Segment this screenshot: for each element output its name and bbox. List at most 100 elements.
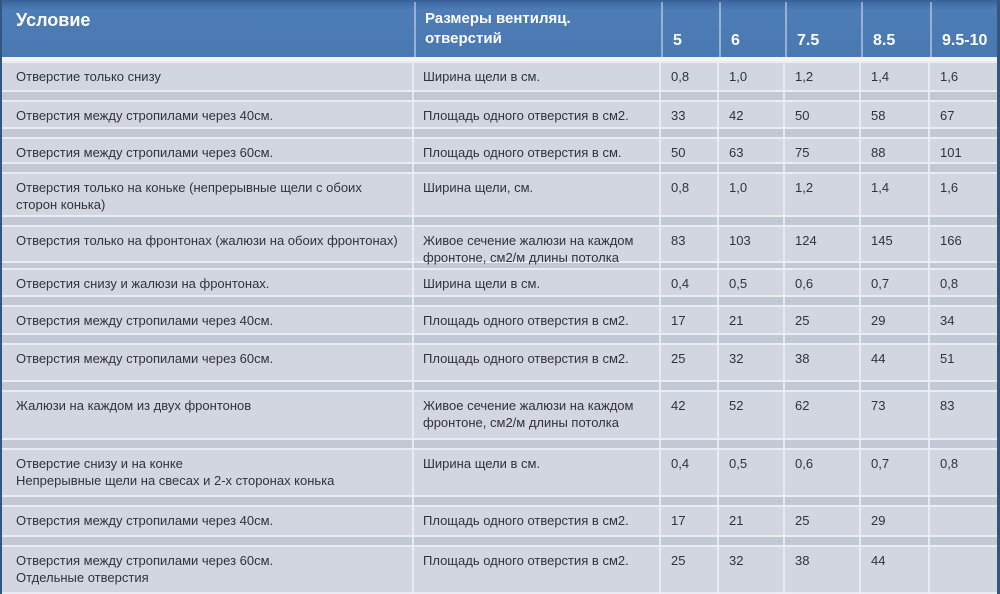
value-cell: 29 (871, 313, 886, 328)
parameter-cell: Площадь одного отверстия в см2. (423, 553, 629, 568)
value-cell: 0,8 (671, 180, 690, 195)
value-cell: 62 (795, 398, 810, 413)
value-cell: 88 (871, 145, 886, 160)
column-separator (659, 61, 661, 594)
value-cell: 33 (671, 108, 686, 123)
header-condition: Условие (16, 10, 91, 30)
table-row: Отверстия только на коньке (непрерывные … (2, 172, 997, 217)
value-cell: 17 (671, 313, 686, 328)
parameter-cell: Площадь одного отверстия в см2. (423, 351, 629, 366)
parameter-cell: Ширина щели, см. (423, 180, 534, 195)
value-cell: 1,4 (871, 69, 890, 84)
value-cell: 0,8 (940, 276, 959, 291)
parameter-cell: Живое сечение жалюзи на каждом фронтоне,… (423, 398, 634, 430)
parameter-cell: Площадь одного отверстия в см2. (423, 108, 629, 123)
condition-cell: Отверстия между стропилами через 40см. (16, 313, 274, 328)
parameter-cell: Площадь одного отверстия в см2. (423, 513, 629, 528)
condition-cell: Отверстия между стропилами через 40см. (16, 108, 274, 123)
value-cell: 73 (871, 398, 886, 413)
value-cell: 1,0 (729, 180, 748, 195)
value-cell: 124 (795, 233, 817, 248)
parameter-cell: Площадь одного отверстия в см. (423, 145, 622, 160)
table-row: Отверстия между стропилами через 60см. П… (2, 343, 997, 382)
parameter-cell: Ширина щели в см. (423, 69, 541, 84)
column-separator (859, 61, 861, 594)
table-row: Отверстия между стропилами через 60см. П… (2, 137, 997, 164)
table-row: Отверстие только снизу Ширина щели в см.… (2, 61, 997, 92)
value-cell: 25 (795, 313, 810, 328)
value-cell: 44 (871, 553, 886, 568)
value-cell: 1,2 (795, 69, 814, 84)
condition-cell: Отверстия между стропилами через 40см. (16, 513, 274, 528)
table-row: Отверстия между стропилами через 60см. О… (2, 545, 997, 594)
column-separator (783, 61, 785, 594)
value-cell: 29 (871, 513, 886, 528)
header-value-8-5: 8.5 (861, 2, 930, 57)
table-row: Отверстие снизу и на конке Непрерывные щ… (2, 448, 997, 497)
value-cell (930, 507, 997, 535)
value-cell: 1,6 (940, 180, 959, 195)
parameter-cell: Живое сечение жалюзи на каждом фронтоне,… (423, 233, 634, 265)
header-sizes: Размеры вентиляц. отверстий (414, 2, 661, 57)
value-cell: 0,6 (795, 276, 814, 291)
table-row: Отверстия снизу и жалюзи на фронтонах. Ш… (2, 268, 997, 297)
header-value-5: 5 (661, 2, 719, 57)
value-cell: 0,5 (729, 276, 748, 291)
value-cell: 101 (940, 145, 962, 160)
condition-cell: Отверстия только на фронтонах (жалюзи на… (16, 233, 398, 248)
value-cell: 83 (671, 233, 686, 248)
column-separator (717, 61, 719, 594)
value-cell: 0,6 (795, 456, 814, 471)
table-row: Жалюзи на каждом из двух фронтонов Живое… (2, 390, 997, 440)
value-cell: 145 (871, 233, 893, 248)
value-cell: 0,4 (671, 276, 690, 291)
value-cell: 44 (871, 351, 886, 366)
header-value-7-5: 7.5 (785, 2, 861, 57)
value-cell: 58 (871, 108, 886, 123)
value-cell: 32 (729, 553, 744, 568)
value-cell: 1,0 (729, 69, 748, 84)
value-cell: 25 (671, 553, 686, 568)
condition-cell: Отверстие только снизу (16, 69, 161, 84)
table-row: Отверстия только на фронтонах (жалюзи на… (2, 225, 997, 265)
value-cell: 21 (729, 513, 744, 528)
value-cell: 50 (795, 108, 810, 123)
value-cell (930, 547, 997, 592)
table-row: Отверстия между стропилами через 40см. П… (2, 100, 997, 129)
value-cell: 67 (940, 108, 955, 123)
value-cell: 0,8 (671, 69, 690, 84)
value-cell: 17 (671, 513, 686, 528)
value-cell: 0,7 (871, 456, 890, 471)
value-cell: 34 (940, 313, 955, 328)
condition-cell: Отверстие снизу и на конке Непрерывные щ… (16, 456, 335, 488)
value-cell: 0,5 (729, 456, 748, 471)
table-row: Отверстия между стропилами через 40см. П… (2, 305, 997, 335)
value-cell: 42 (729, 108, 744, 123)
parameter-cell: Ширина щели в см. (423, 456, 541, 471)
value-cell: 42 (671, 398, 686, 413)
value-cell: 25 (671, 351, 686, 366)
value-cell: 25 (795, 513, 810, 528)
table-header: Условие Размеры вентиляц. отверстий 5 6 … (2, 0, 997, 57)
value-cell: 63 (729, 145, 744, 160)
value-cell: 38 (795, 351, 810, 366)
table-body: Отверстие только снизу Ширина щели в см.… (2, 61, 997, 594)
header-value-9-5-10: 9.5-10 (930, 2, 997, 57)
condition-cell: Отверстия между стропилами через 60см. О… (16, 553, 274, 585)
column-separator (928, 61, 930, 594)
parameter-cell: Площадь одного отверстия в см2. (423, 313, 629, 328)
condition-cell: Отверстия между стропилами через 60см. (16, 145, 274, 160)
condition-cell: Отверстия снизу и жалюзи на фронтонах. (16, 276, 270, 291)
condition-cell: Жалюзи на каждом из двух фронтонов (16, 398, 252, 413)
value-cell: 21 (729, 313, 744, 328)
condition-cell: Отверстия только на коньке (непрерывные … (16, 180, 362, 212)
header-value-6: 6 (719, 2, 785, 57)
condition-cell: Отверстия между стропилами через 60см. (16, 351, 274, 366)
value-cell: 38 (795, 553, 810, 568)
value-cell: 83 (940, 398, 955, 413)
value-cell: 166 (940, 233, 962, 248)
value-cell: 1,6 (940, 69, 959, 84)
value-cell: 0,4 (671, 456, 690, 471)
header-separator (2, 57, 997, 61)
